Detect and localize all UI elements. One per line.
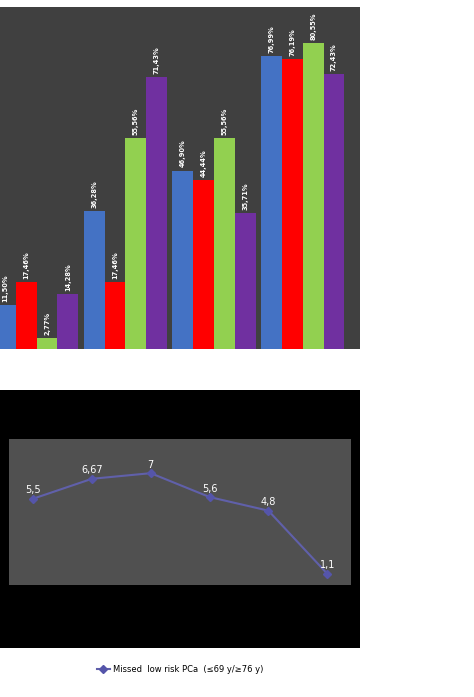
Text: 11,50%: 11,50%: [2, 274, 9, 302]
Bar: [235, 213, 255, 348]
Bar: [324, 74, 345, 348]
Text: 6,67: 6,67: [81, 466, 103, 475]
Text: 17,46%: 17,46%: [112, 252, 118, 279]
Text: 71,43%: 71,43%: [154, 47, 160, 75]
Text: 1,1: 1,1: [319, 560, 335, 570]
Text: 5,6: 5,6: [202, 484, 217, 493]
Bar: [16, 282, 36, 348]
Bar: [146, 77, 167, 348]
Text: 46,90%: 46,90%: [180, 139, 186, 167]
Bar: [282, 59, 303, 348]
Bar: [303, 43, 324, 348]
Bar: [214, 138, 235, 348]
Text: 80,55%: 80,55%: [310, 13, 316, 40]
Text: 76,99%: 76,99%: [269, 26, 274, 53]
Text: 2,77%: 2,77%: [44, 312, 50, 335]
Text: 36,28%: 36,28%: [91, 180, 97, 208]
Text: 44,44%: 44,44%: [201, 149, 207, 177]
Bar: [173, 171, 193, 348]
Legend: Missed  low risk PCa  (≤69 y/≥76 y): Missed low risk PCa (≤69 y/≥76 y): [94, 661, 266, 677]
Text: 72,43%: 72,43%: [331, 43, 337, 70]
Bar: [0, 305, 16, 348]
Text: 7: 7: [147, 460, 154, 470]
Bar: [105, 282, 125, 348]
Text: 5,5: 5,5: [25, 485, 41, 496]
Bar: [36, 338, 57, 348]
Text: 55,56%: 55,56%: [221, 107, 228, 135]
Bar: [193, 180, 214, 348]
Text: 4,8: 4,8: [261, 497, 276, 507]
Text: 35,71%: 35,71%: [242, 183, 248, 210]
Bar: [125, 138, 146, 348]
Text: 17,46%: 17,46%: [23, 252, 29, 279]
Text: 76,19%: 76,19%: [289, 29, 295, 56]
Legend: Missed low risk Pca, Missed  low risk Pca (≤69) years old, Missed low risk Pca (: Missed low risk Pca, Missed low risk Pca…: [4, 454, 291, 473]
Bar: [57, 294, 78, 348]
Text: 55,56%: 55,56%: [133, 107, 139, 135]
Text: 14,28%: 14,28%: [65, 263, 71, 291]
Bar: [261, 56, 282, 348]
Bar: [84, 210, 105, 348]
